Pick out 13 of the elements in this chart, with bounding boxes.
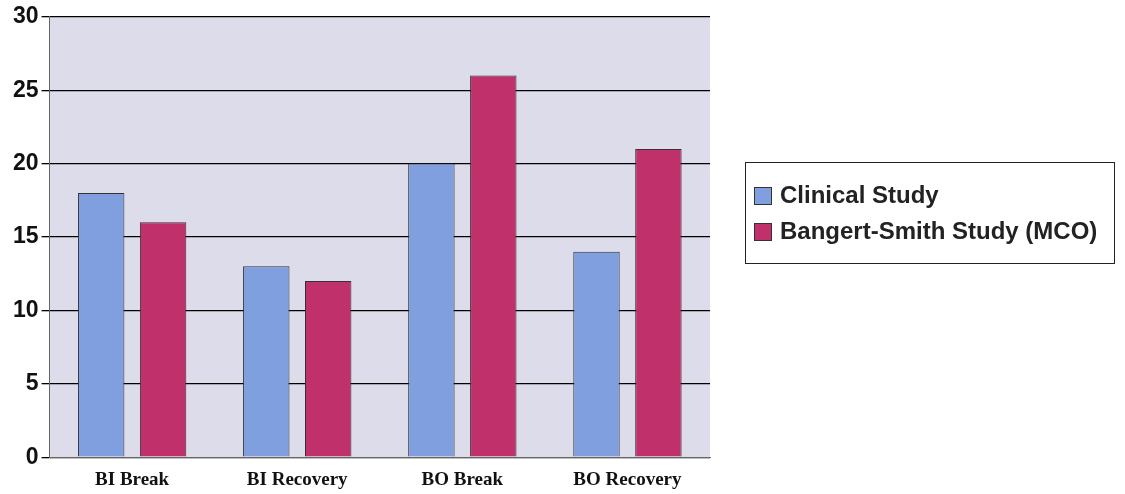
x-tick-label: BO Break	[421, 467, 504, 489]
x-tick-label: BI Break	[95, 467, 170, 489]
y-tick-label: 0	[25, 442, 39, 469]
y-tick-label: 5	[25, 369, 39, 396]
legend-label: Bangert-Smith Study (MCO)	[780, 217, 1098, 245]
y-tick-label: 30	[12, 2, 39, 29]
x-tick-label: BI Recovery	[246, 467, 349, 489]
y-tick-label: 25	[12, 75, 39, 102]
x-tick-label: BO Recovery	[573, 467, 683, 489]
y-tick-label: 10	[12, 295, 39, 322]
legend-label: Clinical Study	[780, 181, 939, 209]
y-tick-label: 15	[12, 222, 39, 249]
y-tick-label: 20	[12, 148, 39, 175]
